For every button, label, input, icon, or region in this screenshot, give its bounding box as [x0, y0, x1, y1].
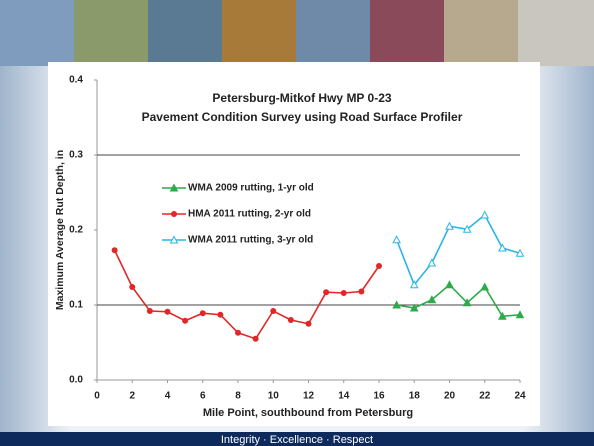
point — [305, 320, 312, 327]
chart-title: Petersburg-Mitkof Hwy MP 0-23 — [212, 91, 391, 105]
point — [392, 235, 401, 244]
point — [409, 303, 419, 312]
banner-photos — [0, 0, 594, 66]
y-tick-label: 0.4 — [69, 75, 83, 86]
y-tick-label: 0.0 — [69, 375, 83, 386]
point — [515, 248, 525, 257]
point — [129, 284, 136, 290]
point — [515, 310, 525, 319]
series-line — [395, 213, 521, 287]
point — [182, 317, 189, 324]
point — [235, 329, 241, 336]
x-tick-label: 24 — [514, 391, 526, 402]
x-tick-label: 16 — [373, 391, 385, 402]
y-tick-label: 0.2 — [69, 225, 83, 236]
y-axis-label: Maximum Average Rut Depth, in — [54, 150, 66, 310]
footer-text: Integrity · Excellence · Respect — [221, 434, 373, 446]
x-tick-label: 4 — [165, 391, 171, 402]
series-line — [396, 283, 521, 318]
point — [164, 308, 171, 315]
x-tick-label: 12 — [303, 391, 315, 402]
point — [392, 300, 401, 309]
x-tick-label: 22 — [479, 391, 491, 402]
x-tick-label: 10 — [268, 391, 280, 402]
point — [217, 311, 224, 318]
y-tick-label: 0.1 — [69, 300, 83, 311]
point — [445, 280, 454, 289]
x-tick-label: 8 — [235, 391, 241, 402]
point — [111, 247, 118, 254]
y-tick-label: 0.3 — [69, 150, 83, 161]
point — [287, 317, 294, 323]
x-tick-label: 2 — [129, 391, 135, 402]
point — [462, 298, 472, 307]
point — [252, 335, 259, 342]
x-tick-label: 0 — [94, 391, 100, 402]
point — [323, 289, 330, 296]
point — [270, 308, 277, 314]
point — [427, 258, 437, 267]
legend-label: WMA 2009 rutting, 1-yr old — [188, 183, 314, 194]
x-tick-label: 14 — [338, 391, 350, 402]
legend-marker — [171, 211, 177, 217]
chart-subtitle: Pavement Condition Survey using Road Sur… — [142, 110, 463, 124]
point — [199, 310, 206, 317]
point — [376, 263, 382, 269]
point — [358, 288, 365, 295]
point — [146, 308, 153, 314]
point — [340, 290, 347, 296]
x-tick-label: 6 — [200, 391, 206, 402]
point — [409, 280, 419, 289]
point — [480, 210, 490, 219]
x-tick-label: 18 — [409, 391, 421, 402]
legend-marker — [169, 235, 179, 244]
point — [445, 221, 454, 230]
point — [498, 243, 507, 252]
series-line — [113, 249, 380, 340]
footer-bar — [0, 432, 594, 446]
legend-label: WMA 2011 rutting, 3-yr old — [188, 235, 313, 246]
legend-label: HMA 2011 rutting, 2-yr old — [188, 209, 311, 220]
point — [480, 282, 490, 291]
point — [462, 224, 472, 233]
point — [498, 311, 507, 320]
x-axis-label: Mile Point, southbound from Petersburg — [203, 407, 413, 419]
point — [427, 295, 437, 304]
legend-marker — [169, 183, 179, 192]
x-tick-label: 20 — [444, 391, 456, 402]
chart-area — [48, 62, 540, 426]
